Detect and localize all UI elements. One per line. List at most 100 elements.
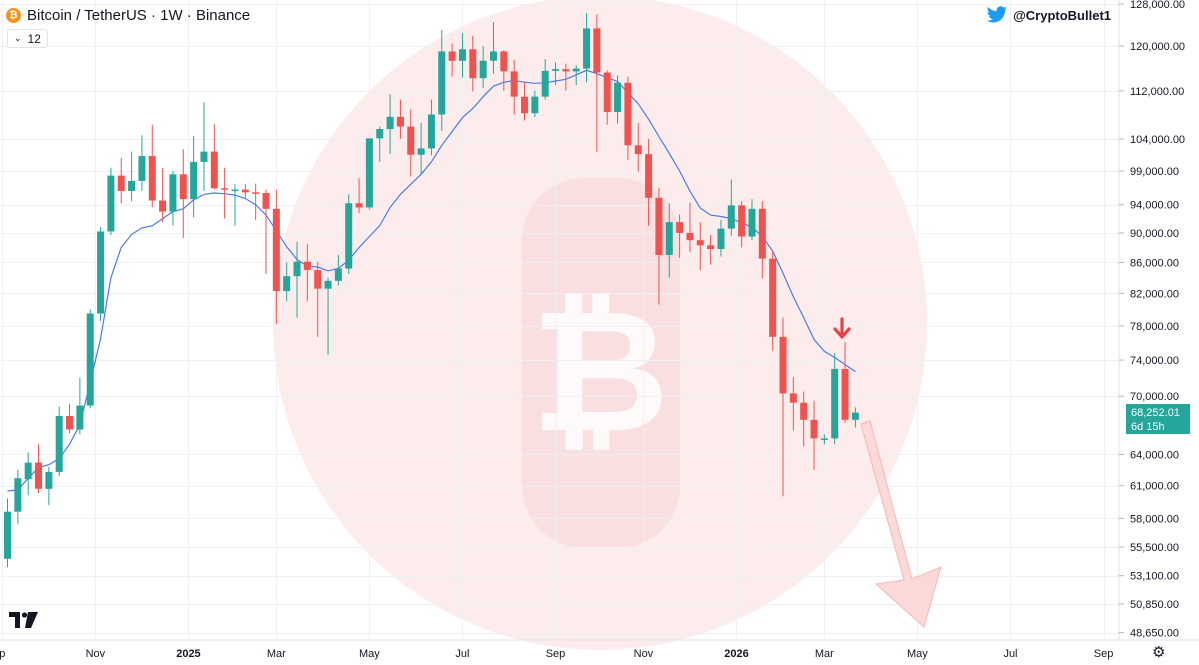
candle: [479, 46, 487, 88]
chevron-down-icon[interactable]: ⌄: [14, 33, 22, 44]
candle: [645, 138, 653, 226]
candle-body: [769, 258, 777, 337]
candle: [469, 35, 477, 92]
candle: [314, 261, 322, 337]
candle: [45, 466, 53, 506]
candle: [738, 201, 746, 248]
candle: [510, 59, 518, 115]
candle: [831, 353, 839, 445]
candle: [169, 170, 177, 226]
candle: [820, 434, 828, 445]
candlestick-series: [4, 13, 859, 568]
settings-gear-icon[interactable]: ⚙: [1152, 643, 1166, 661]
candle-body: [593, 28, 601, 73]
candle-body: [272, 208, 280, 292]
time-tick-label: 2025: [176, 648, 200, 660]
author-handle: @CryptoBullet1: [1013, 7, 1111, 23]
candle: [531, 90, 539, 117]
price-tick-label: 120,000.00: [1130, 41, 1185, 53]
price-axis[interactable]: 128,000.00 120,000.00 112,000.00 104,000.00…: [1118, 0, 1185, 640]
current-price-badge: 68,252.01 6d 15h: [1126, 404, 1190, 434]
candle-body: [386, 116, 394, 130]
candle-body: [469, 49, 477, 79]
candle: [334, 254, 342, 286]
bar-countdown: 6d 15h: [1131, 421, 1165, 433]
candle: [727, 179, 735, 236]
candle-body: [407, 126, 415, 155]
candle: [541, 59, 549, 100]
candle-body: [241, 189, 249, 193]
candle: [851, 407, 859, 428]
candle-body: [655, 197, 663, 255]
candle-body: [779, 336, 787, 394]
indicator-toggle[interactable]: ⌄ 12: [7, 29, 48, 48]
price-tick-label: 94,000.00: [1130, 200, 1179, 212]
candle-body: [789, 393, 797, 403]
candle: [676, 214, 684, 258]
candle-body: [624, 82, 632, 146]
price-tick-label: 82,000.00: [1130, 288, 1179, 300]
price-tick-label: 61,000.00: [1130, 481, 1179, 493]
candle-body: [117, 175, 125, 191]
candle-body: [727, 205, 735, 229]
time-axis[interactable]: p Nov 2025 Mar May Jul Sep Nov 2026 Mar May Jul Sep: [0, 639, 1199, 660]
candle-body: [603, 72, 611, 113]
candle-body: [831, 368, 839, 439]
candle: [500, 50, 508, 91]
ma-line-layer: [7, 69, 856, 492]
candle: [148, 124, 156, 208]
candle: [200, 102, 208, 191]
candle-body: [810, 419, 818, 439]
price-tick-label: 48,650.00: [1130, 628, 1179, 640]
candle: [283, 262, 291, 302]
candle-body: [190, 161, 198, 200]
candle: [190, 135, 198, 218]
candle-body: [686, 232, 694, 241]
candle: [159, 167, 167, 223]
candle: [55, 406, 63, 477]
candle: [76, 377, 84, 435]
tradingview-logo-icon[interactable]: [9, 612, 39, 628]
candle: [179, 149, 187, 238]
candle-body: [231, 189, 239, 192]
candle: [66, 403, 74, 434]
candle: [841, 341, 849, 423]
candle: [707, 235, 715, 265]
price-tick-label: 50,850.00: [1130, 599, 1179, 611]
candle: [14, 469, 22, 524]
candle-body: [365, 138, 373, 208]
candle-body: [221, 188, 229, 190]
candle-body: [283, 276, 291, 292]
candle: [614, 75, 622, 124]
price-tick-label: 53,100.00: [1130, 571, 1179, 583]
candle: [262, 189, 270, 274]
candle: [562, 63, 570, 91]
candle: [810, 400, 818, 470]
time-tick-label: Nov: [634, 648, 654, 660]
candle-body: [128, 180, 136, 191]
candle: [324, 277, 332, 355]
candle-body: [179, 174, 187, 200]
candle: [665, 203, 673, 278]
time-tick-label: May: [359, 648, 380, 660]
candle-body: [531, 96, 539, 114]
twitter-bird-icon: [986, 6, 1008, 23]
price-tick-label: 128,000.00: [1130, 0, 1185, 11]
symbol-title[interactable]: Bitcoin / TetherUS · 1W · Binance: [27, 6, 251, 24]
chart-header: ₿ Bitcoin / TetherUS · 1W · Binance: [6, 4, 250, 26]
candle-body: [645, 154, 653, 198]
red-down-arrow-icon: [833, 317, 851, 339]
candle: [758, 201, 766, 279]
time-tick-label: May: [907, 648, 928, 660]
current-price: 68,252.01: [1131, 407, 1180, 419]
candle: [779, 317, 787, 497]
candle: [272, 189, 280, 325]
candle: [303, 243, 311, 302]
candle: [748, 199, 756, 241]
candle-body: [758, 208, 766, 259]
candle: [521, 82, 528, 121]
candle: [448, 43, 456, 77]
projection-arrow-icon: [860, 420, 942, 628]
candle-body: [479, 60, 487, 79]
